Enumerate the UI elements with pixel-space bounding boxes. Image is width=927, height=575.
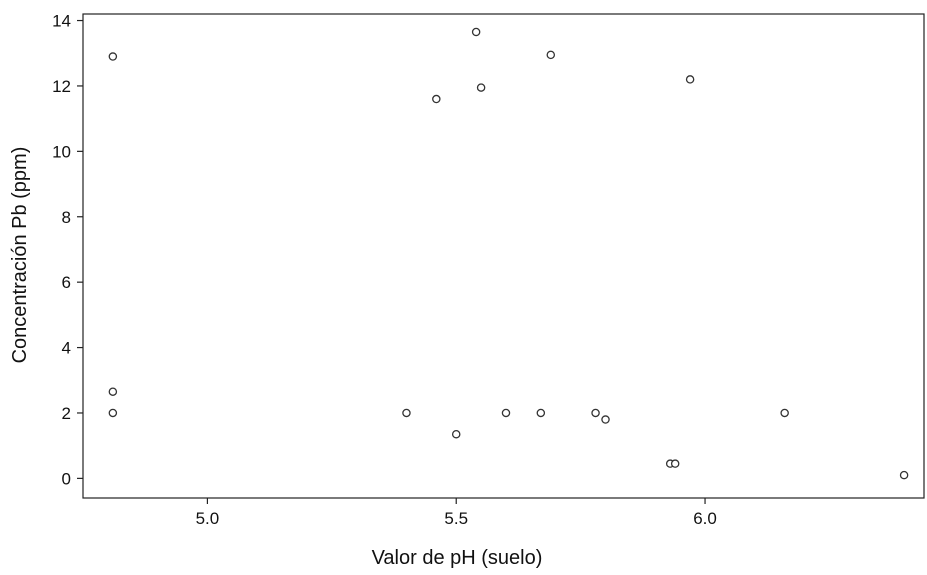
data-point	[432, 94, 441, 104]
x-axis-title: Valor de pH (suelo)	[372, 547, 543, 569]
data-point	[536, 408, 546, 418]
y-tick-label: 14	[52, 12, 71, 31]
data-point	[451, 429, 461, 439]
y-tick-label: 6	[62, 273, 71, 292]
data-point	[108, 52, 118, 61]
y-tick-label: 4	[62, 339, 71, 358]
data-point	[546, 50, 556, 60]
x-tick-label: 5.0	[196, 509, 220, 528]
data-point	[108, 387, 118, 396]
data-point	[402, 408, 411, 418]
y-tick-label: 2	[62, 404, 71, 423]
data-points	[108, 27, 909, 480]
data-point	[591, 408, 600, 418]
x-axis-ticks: 5.0 5.5 6.0	[196, 498, 717, 528]
data-point	[780, 408, 789, 418]
data-point	[685, 75, 695, 84]
data-point	[108, 408, 118, 418]
data-point	[899, 470, 909, 480]
y-tick-label: 10	[52, 142, 71, 161]
data-point	[471, 27, 481, 37]
y-tick-label: 12	[52, 77, 71, 96]
y-axis-title: Concentración Pb (ppm)	[9, 147, 31, 364]
x-tick-label: 5.5	[444, 509, 468, 528]
data-point	[476, 83, 486, 92]
plot-frame	[82, 13, 925, 499]
y-tick-label: 0	[62, 469, 71, 488]
data-point	[501, 408, 511, 418]
y-tick-label: 8	[62, 208, 71, 227]
data-point	[670, 459, 680, 468]
x-tick-label: 6.0	[693, 509, 717, 528]
data-point	[601, 415, 610, 424]
y-axis-ticks: 0 2 4 6 8 10 12 14	[52, 12, 83, 488]
